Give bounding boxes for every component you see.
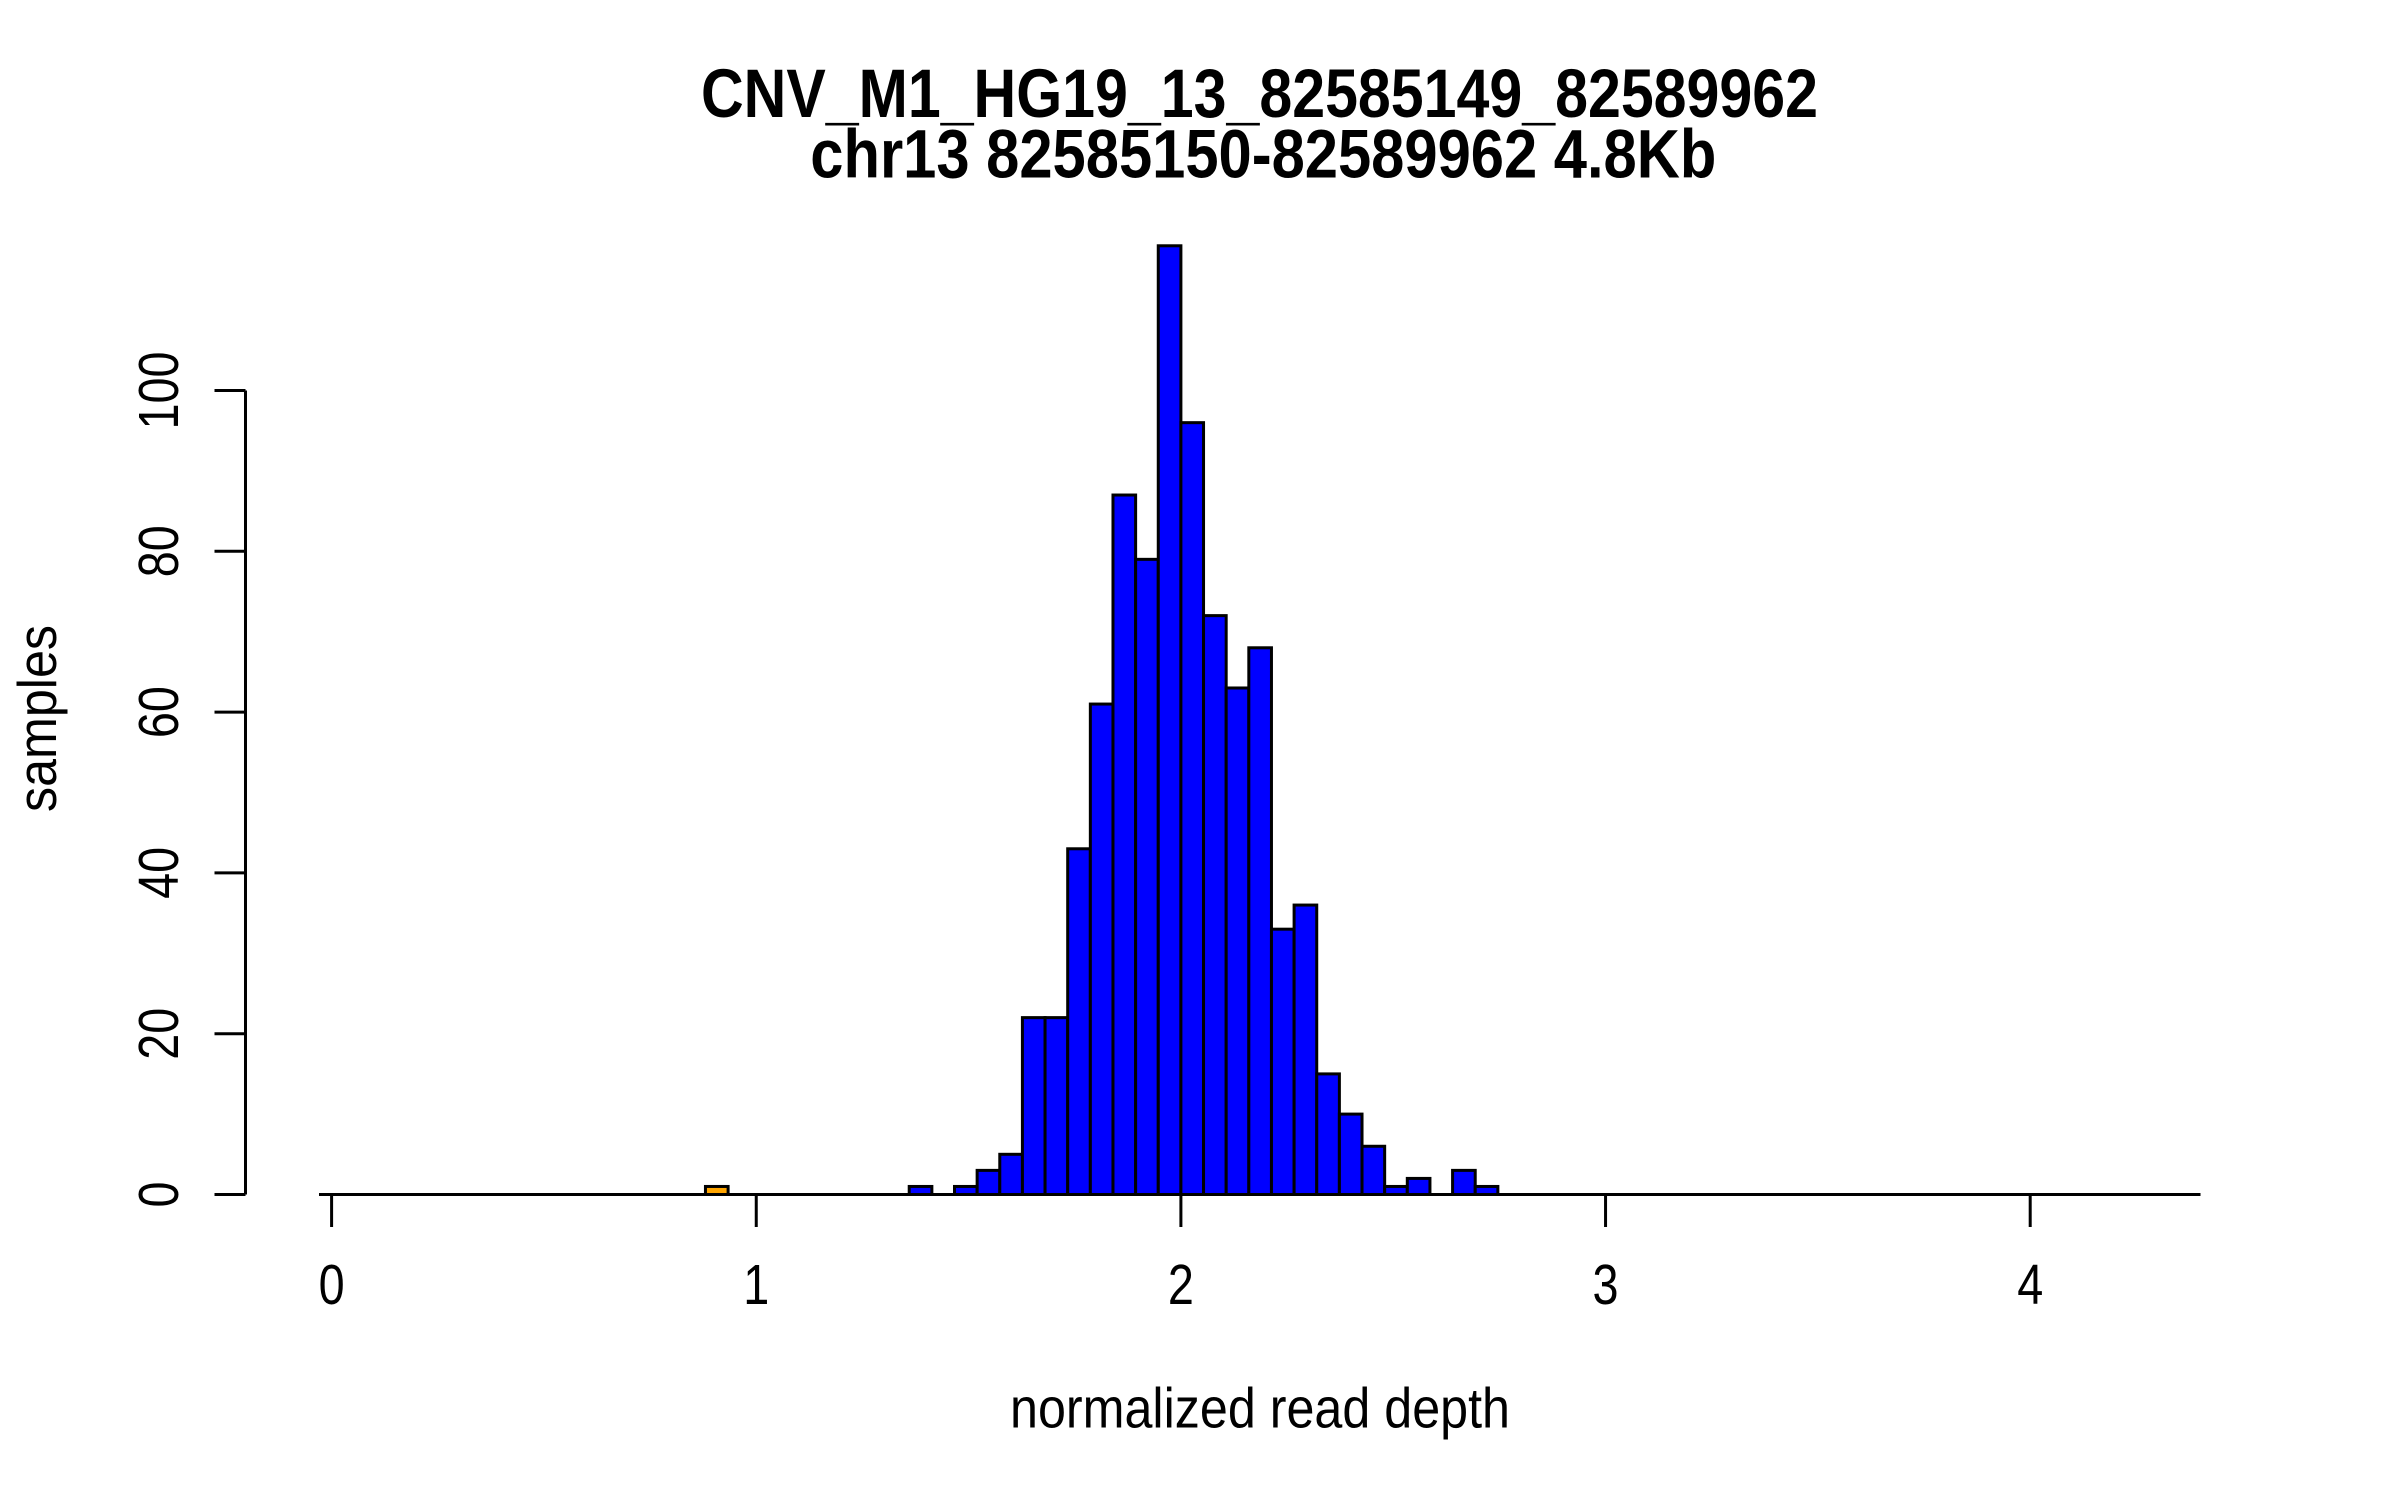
- svg-text:normalized read depth: normalized read depth: [1010, 1377, 1510, 1441]
- svg-text:0: 0: [319, 1253, 345, 1317]
- svg-text:80: 80: [127, 525, 191, 577]
- svg-text:100: 100: [127, 352, 191, 430]
- svg-text:CNV_M1_HG19_13_82585149_825899: CNV_M1_HG19_13_82585149_82589962: [701, 55, 1818, 132]
- svg-text:3: 3: [1593, 1253, 1619, 1317]
- svg-text:40: 40: [127, 847, 191, 899]
- svg-text:2: 2: [1168, 1253, 1194, 1317]
- svg-text:samples: samples: [6, 625, 68, 812]
- svg-text:chr13 82585150-82589962 4.8Kb: chr13 82585150-82589962 4.8Kb: [810, 116, 1716, 193]
- svg-text:1: 1: [743, 1253, 769, 1317]
- svg-text:20: 20: [127, 1008, 191, 1060]
- svg-text:4: 4: [2017, 1253, 2043, 1317]
- svg-text:60: 60: [127, 686, 191, 738]
- svg-text:0: 0: [127, 1182, 191, 1208]
